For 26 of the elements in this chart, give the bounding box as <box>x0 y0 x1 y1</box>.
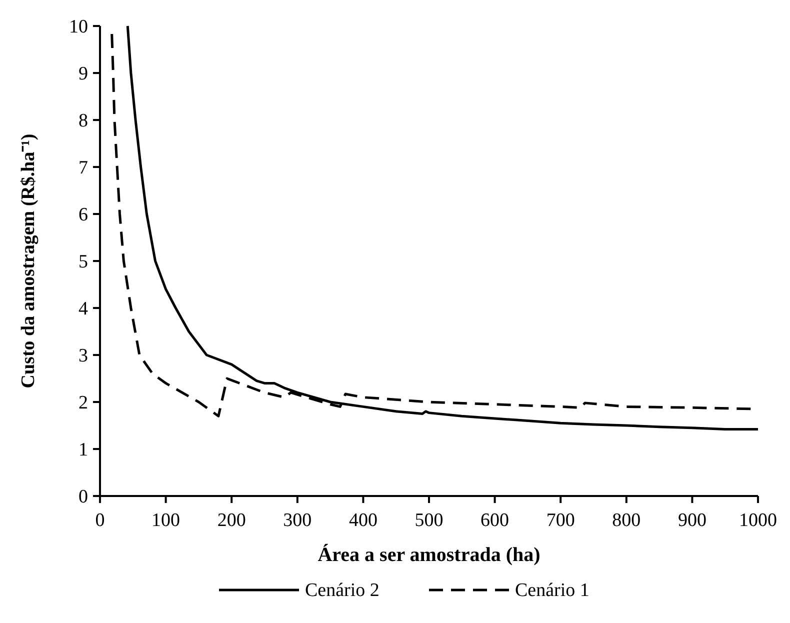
x-tick-label: 800 <box>612 510 641 531</box>
x-tick-label: 900 <box>678 510 706 531</box>
x-tick-label: 700 <box>546 510 575 531</box>
y-tick-label: 3 <box>78 346 88 367</box>
y-tick-label: 9 <box>78 64 88 85</box>
y-tick-label: 2 <box>78 392 88 414</box>
y-tick-label: 10 <box>69 16 88 38</box>
legend-label: Cenário 1 <box>515 580 590 601</box>
x-tick-label: 200 <box>217 510 246 531</box>
y-tick-label: 6 <box>78 204 88 226</box>
x-tick-label: 0 <box>95 510 105 531</box>
x-tick-label: 400 <box>348 510 378 531</box>
y-tick-label: 0 <box>78 486 88 508</box>
x-tick-label: 300 <box>283 510 312 531</box>
y-tick-label: 4 <box>78 298 88 320</box>
y-tick-label: 8 <box>78 110 88 132</box>
x-tick-label: 600 <box>480 510 510 531</box>
y-tick-label: 1 <box>78 440 88 461</box>
y-tick-label: 7 <box>78 158 88 179</box>
x-axis-title: Área a ser amostrada (ha) <box>318 543 540 566</box>
y-axis-title: Custo da amostragem (R$.ha⁻¹) <box>18 134 39 388</box>
y-tick-label: 5 <box>78 252 88 273</box>
x-tick-label: 500 <box>414 510 444 531</box>
x-tick-label: 100 <box>152 510 180 531</box>
x-tick-label: 1000 <box>739 510 777 531</box>
legend-label: Cenário 2 <box>305 580 380 601</box>
